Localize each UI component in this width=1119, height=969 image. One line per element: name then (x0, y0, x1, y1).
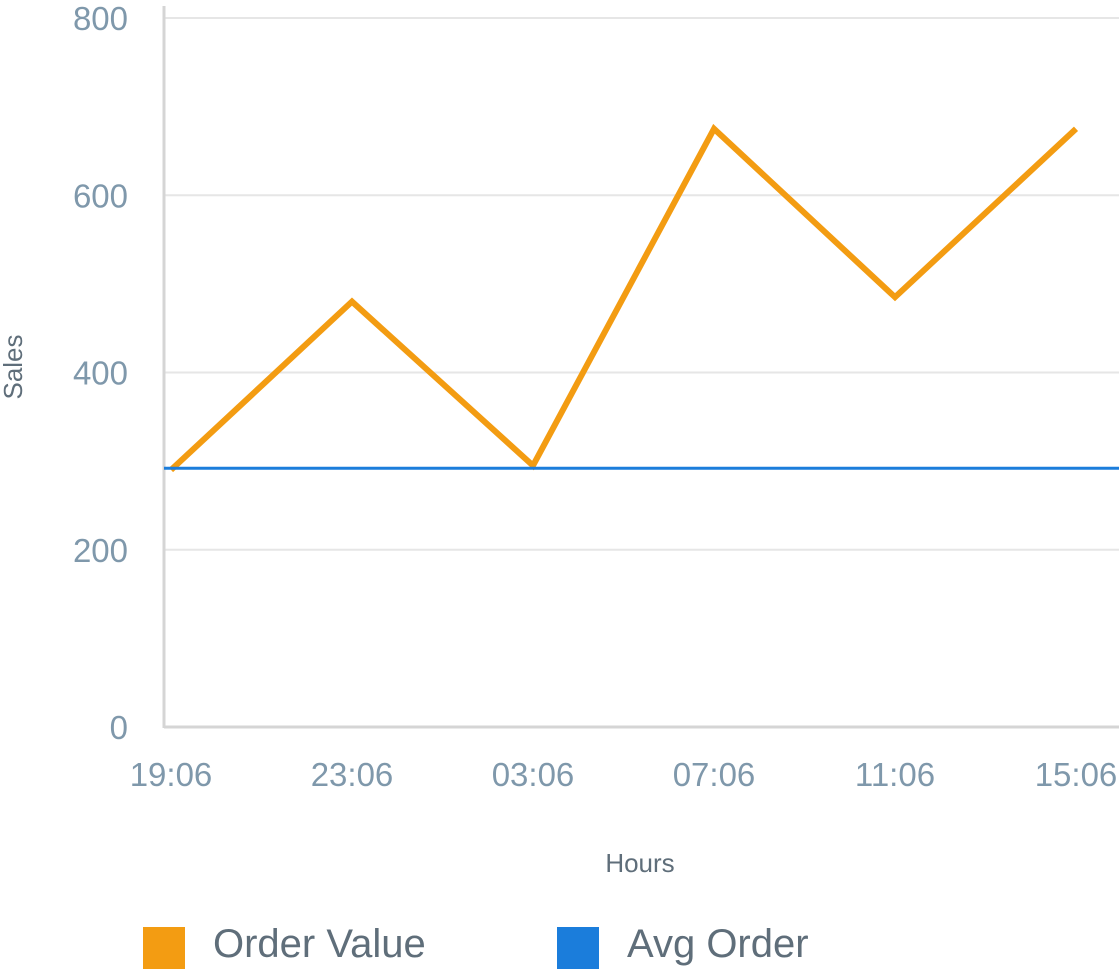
y-tick-labels: 0 200 400 600 800 (73, 0, 128, 746)
legend-label-avg-order: Avg Order (627, 922, 809, 966)
legend-label-order-value: Order Value (213, 922, 426, 966)
x-tick-label: 07:06 (673, 756, 756, 793)
gridlines (164, 17, 1119, 551)
x-tick-label: 19:06 (130, 756, 213, 793)
x-tick-labels: 19:06 23:06 03:06 07:06 11:06 15:06 (130, 756, 1118, 793)
y-tick-label: 0 (110, 709, 128, 746)
series-layer (164, 123, 1119, 473)
axes (162, 6, 1119, 729)
y-tick-label: 400 (73, 355, 128, 392)
legend-swatch-order-value (143, 927, 185, 969)
series-line-order-value (168, 123, 1079, 473)
x-tick-label: 15:06 (1035, 756, 1118, 793)
y-tick-label: 600 (73, 177, 128, 214)
x-tick-label: 23:06 (311, 756, 394, 793)
legend: Order Value Avg Order (143, 922, 809, 969)
x-axis-title: Hours (605, 848, 674, 878)
y-axis-title: Sales (0, 334, 28, 399)
legend-swatch-avg-order (557, 927, 599, 969)
y-tick-label: 200 (73, 532, 128, 569)
x-tick-label: 03:06 (492, 756, 575, 793)
x-tick-label: 11:06 (855, 756, 935, 793)
y-tick-label: 800 (73, 0, 128, 37)
